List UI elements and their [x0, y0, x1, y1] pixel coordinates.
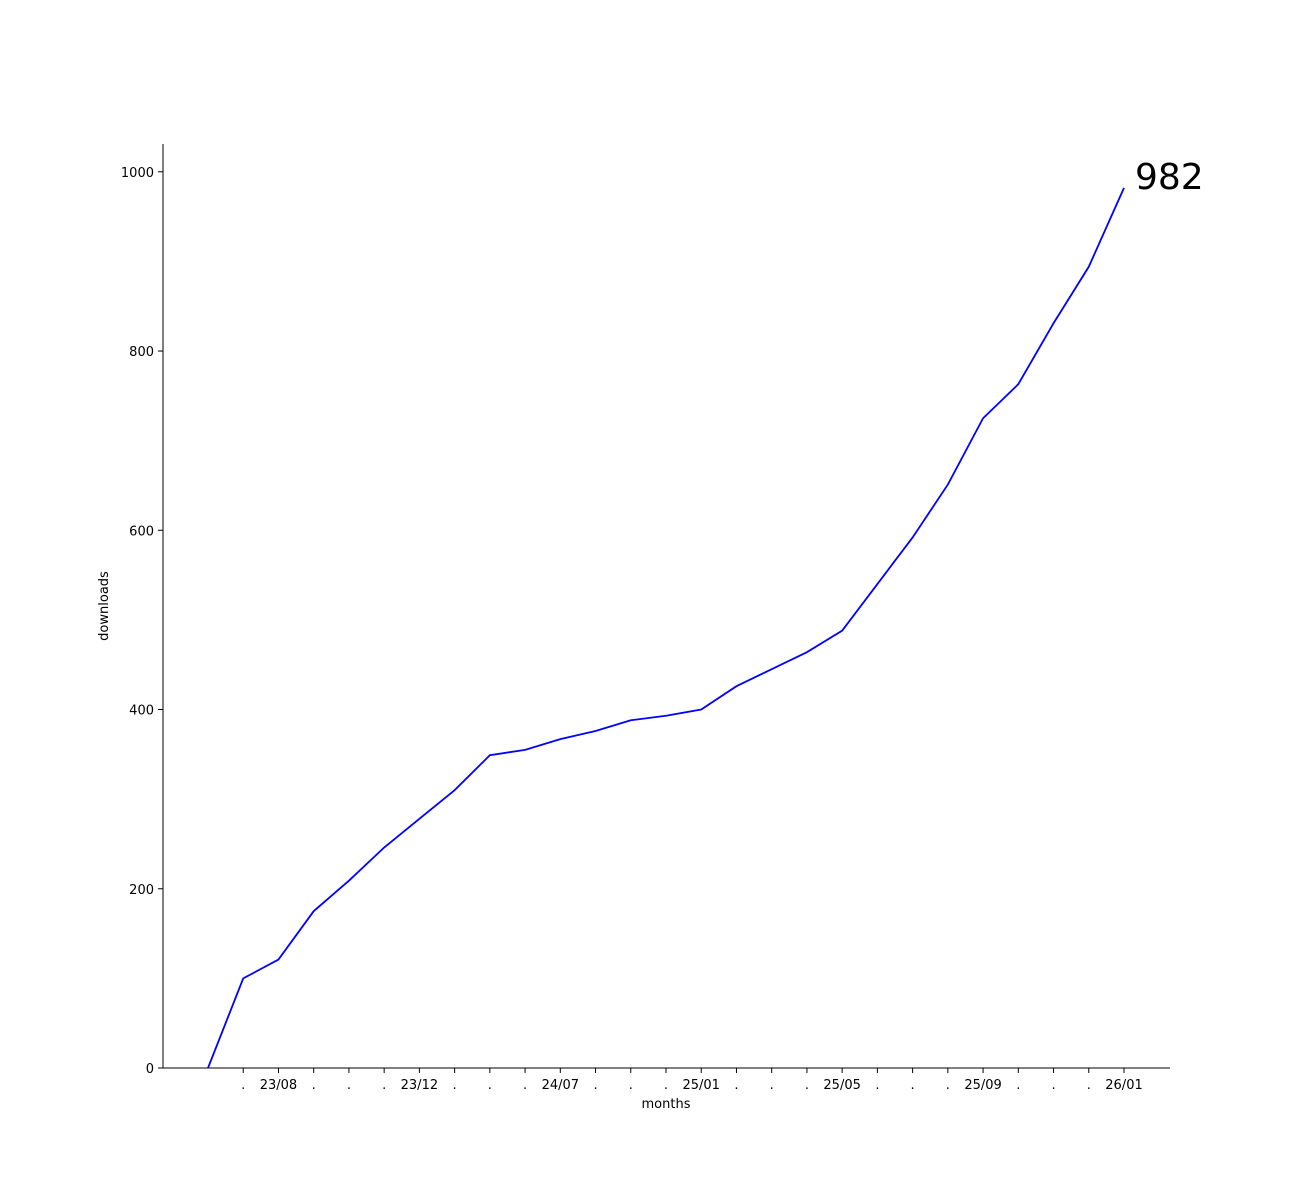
x-tick-label: . [664, 1078, 668, 1093]
x-tick-label: . [347, 1078, 351, 1093]
x-tick-label: . [382, 1078, 386, 1093]
y-tick-label: 200 [129, 883, 154, 898]
x-tick-label: . [241, 1078, 245, 1093]
x-tick-label: . [805, 1078, 809, 1093]
x-tick-label: 25/01 [682, 1078, 719, 1093]
x-tick-label: 26/01 [1105, 1078, 1142, 1093]
x-tick-label: . [734, 1078, 738, 1093]
y-tick-label: 1000 [121, 166, 154, 181]
x-tick-label: . [1087, 1078, 1091, 1093]
y-tick-label: 600 [129, 524, 154, 539]
x-tick-label: . [629, 1078, 633, 1093]
x-tick-label: 24/07 [542, 1078, 579, 1093]
x-tick-label: . [523, 1078, 527, 1093]
x-tick-label: . [875, 1078, 879, 1093]
y-tick-label: 800 [129, 345, 154, 360]
x-tick-label: . [911, 1078, 915, 1093]
y-tick-label: 0 [146, 1062, 154, 1077]
x-tick-label: . [488, 1078, 492, 1093]
x-tick-label: . [453, 1078, 457, 1093]
x-tick-label: . [770, 1078, 774, 1093]
x-axis-label: months [642, 1097, 691, 1112]
x-tick-label: 25/09 [964, 1078, 1001, 1093]
x-tick-label: . [1016, 1078, 1020, 1093]
x-tick-label: . [312, 1078, 316, 1093]
y-axis-label: downloads [97, 571, 112, 641]
x-tick-label: 23/08 [260, 1078, 297, 1093]
x-tick-label: 23/12 [401, 1078, 438, 1093]
x-tick-label: . [1051, 1078, 1055, 1093]
y-tick-label: 400 [129, 704, 154, 719]
x-tick-label: 25/05 [823, 1078, 860, 1093]
value-label: 982 [1135, 157, 1204, 198]
line [207, 187, 1125, 1069]
x-tick-label: . [593, 1078, 597, 1093]
x-tick-label: . [946, 1078, 950, 1093]
